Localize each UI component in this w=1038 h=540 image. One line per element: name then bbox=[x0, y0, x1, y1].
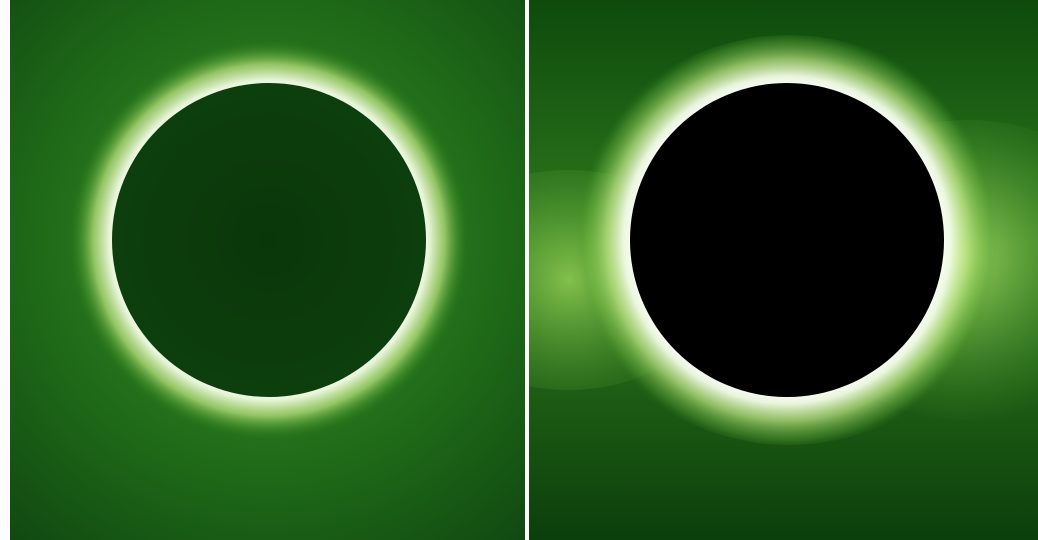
panel-divider bbox=[525, 0, 529, 540]
right-eclipse-image bbox=[529, 0, 1038, 540]
left-moon-disk bbox=[112, 83, 426, 397]
right-eclipse-panel bbox=[529, 0, 1038, 540]
left-eclipse-image bbox=[10, 0, 525, 540]
right-moon-disk bbox=[630, 83, 944, 397]
left-eclipse-panel bbox=[10, 0, 525, 540]
